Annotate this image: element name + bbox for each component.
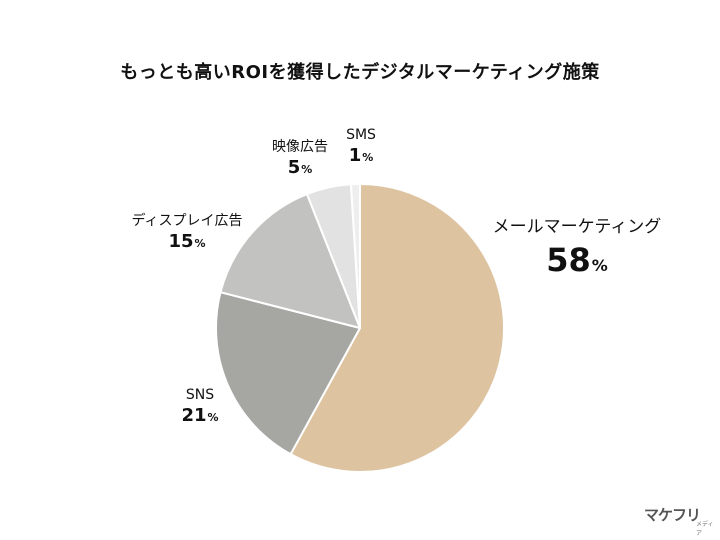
label-sns: SNS 21% [160, 386, 240, 430]
chart-title: もっとも高いROIを獲得したデジタルマーケティング施策 [120, 62, 600, 83]
brand-logo-text: マケフリ [644, 506, 701, 524]
label-sms-name: SMS [346, 127, 376, 143]
label-email-marketing-value: 58% [546, 241, 608, 279]
label-display-ads-value: 15% [168, 231, 206, 252]
label-email-marketing: メールマーケティング 58% [470, 216, 684, 288]
label-video-ads-name: 映像広告 [272, 139, 328, 155]
label-sns-name: SNS [185, 387, 215, 403]
label-email-marketing-name: メールマーケティング [492, 217, 662, 237]
label-display-ads: ディスプレイ広告 15% [112, 212, 262, 256]
slice-sms [349, 183, 361, 329]
label-video-ads-value: 5% [287, 157, 313, 178]
label-sms: SMS 1% [326, 126, 396, 170]
slice-sns [215, 291, 361, 456]
label-sns-value: 21% [181, 405, 219, 426]
label-display-ads-name: ディスプレイ広告 [131, 213, 243, 229]
brand-logo: マケフリ メディア [644, 504, 716, 537]
label-sms-value: 1% [348, 145, 374, 166]
brand-logo-sub: メディア [696, 521, 714, 537]
label-video-ads: 映像広告 5% [250, 138, 350, 182]
slice-display-ads [219, 193, 361, 329]
slice-email-marketing [289, 183, 505, 473]
